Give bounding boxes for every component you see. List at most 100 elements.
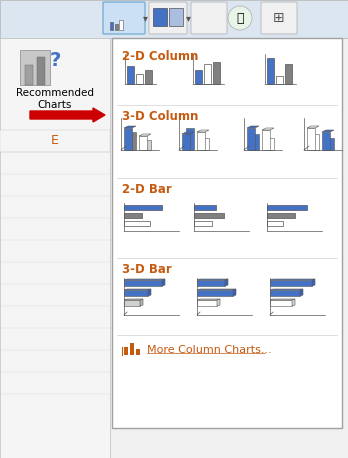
Bar [124, 213, 142, 218]
Bar [124, 205, 162, 210]
Bar [124, 300, 140, 306]
Bar [194, 205, 216, 210]
Bar [194, 221, 212, 226]
Bar [270, 290, 300, 296]
Bar [213, 62, 220, 84]
Bar [267, 58, 274, 84]
Polygon shape [140, 299, 143, 306]
Polygon shape [312, 279, 315, 286]
Bar [169, 8, 183, 26]
Bar [326, 138, 334, 150]
Bar [270, 280, 312, 286]
Bar [201, 138, 209, 150]
Bar [37, 57, 45, 85]
Text: ▾: ▾ [185, 13, 190, 23]
Bar [25, 65, 33, 85]
Bar [266, 138, 274, 150]
Bar [136, 349, 140, 355]
Text: Recommended
Charts: Recommended Charts [16, 88, 94, 109]
Polygon shape [233, 289, 236, 296]
Bar [112, 38, 342, 428]
FancyBboxPatch shape [149, 2, 187, 34]
Bar [0, 0, 348, 38]
Polygon shape [124, 279, 165, 280]
Bar [139, 136, 147, 150]
Polygon shape [197, 279, 228, 280]
Bar [0, 38, 110, 458]
Bar [124, 221, 150, 226]
Bar [247, 128, 255, 150]
Bar [124, 128, 132, 150]
Bar [110, 22, 113, 30]
Bar [251, 134, 259, 150]
Polygon shape [217, 299, 220, 306]
Polygon shape [270, 279, 315, 280]
Bar [124, 280, 162, 286]
Polygon shape [247, 126, 259, 128]
FancyBboxPatch shape [191, 2, 227, 34]
Bar [124, 347, 128, 355]
Bar [322, 132, 330, 150]
Bar [115, 24, 118, 30]
Polygon shape [262, 128, 274, 130]
FancyArrow shape [30, 108, 105, 122]
Bar [276, 76, 283, 84]
FancyBboxPatch shape [261, 2, 297, 34]
Text: E: E [51, 135, 59, 147]
Text: 3-D Column: 3-D Column [122, 110, 198, 123]
Text: ?: ? [49, 50, 61, 70]
Polygon shape [124, 289, 151, 290]
Polygon shape [322, 130, 334, 132]
Text: ⊞: ⊞ [273, 11, 285, 25]
Bar [197, 280, 225, 286]
Bar [195, 70, 202, 84]
Circle shape [228, 6, 252, 30]
Text: 🌐: 🌐 [236, 11, 244, 24]
Bar [145, 70, 152, 84]
Bar [197, 300, 217, 306]
Bar [127, 66, 134, 84]
Bar [267, 205, 307, 210]
Bar [204, 64, 211, 84]
Polygon shape [300, 289, 303, 296]
Polygon shape [124, 126, 136, 128]
Bar [128, 132, 136, 150]
Polygon shape [182, 132, 194, 134]
Bar [143, 140, 151, 150]
Polygon shape [162, 279, 165, 286]
Polygon shape [197, 130, 209, 132]
Text: 2-D Column: 2-D Column [122, 50, 198, 63]
Bar [130, 343, 134, 355]
Polygon shape [225, 279, 228, 286]
Polygon shape [197, 289, 236, 290]
Bar [153, 8, 167, 26]
Polygon shape [270, 299, 295, 300]
Polygon shape [197, 299, 220, 300]
Polygon shape [270, 289, 303, 290]
Bar [0, 130, 110, 152]
Bar [197, 132, 205, 150]
Bar [307, 128, 315, 150]
Bar [197, 290, 233, 296]
Bar [267, 213, 295, 218]
Bar [267, 221, 283, 226]
Bar [20, 50, 50, 85]
Bar [182, 134, 190, 150]
Polygon shape [148, 289, 151, 296]
Bar [262, 130, 270, 150]
Bar [311, 134, 319, 150]
Bar [136, 74, 143, 84]
Text: 3-D Bar: 3-D Bar [122, 263, 172, 276]
Bar [124, 290, 148, 296]
Text: ▾: ▾ [143, 13, 148, 23]
Bar [285, 64, 292, 84]
Bar [270, 300, 292, 306]
Text: 2-D Bar: 2-D Bar [122, 183, 172, 196]
Text: More Column Charts...: More Column Charts... [147, 345, 272, 355]
FancyBboxPatch shape [103, 2, 145, 34]
Bar [186, 128, 194, 150]
Polygon shape [307, 126, 319, 128]
Bar [119, 20, 123, 30]
Polygon shape [292, 299, 295, 306]
Polygon shape [139, 134, 151, 136]
